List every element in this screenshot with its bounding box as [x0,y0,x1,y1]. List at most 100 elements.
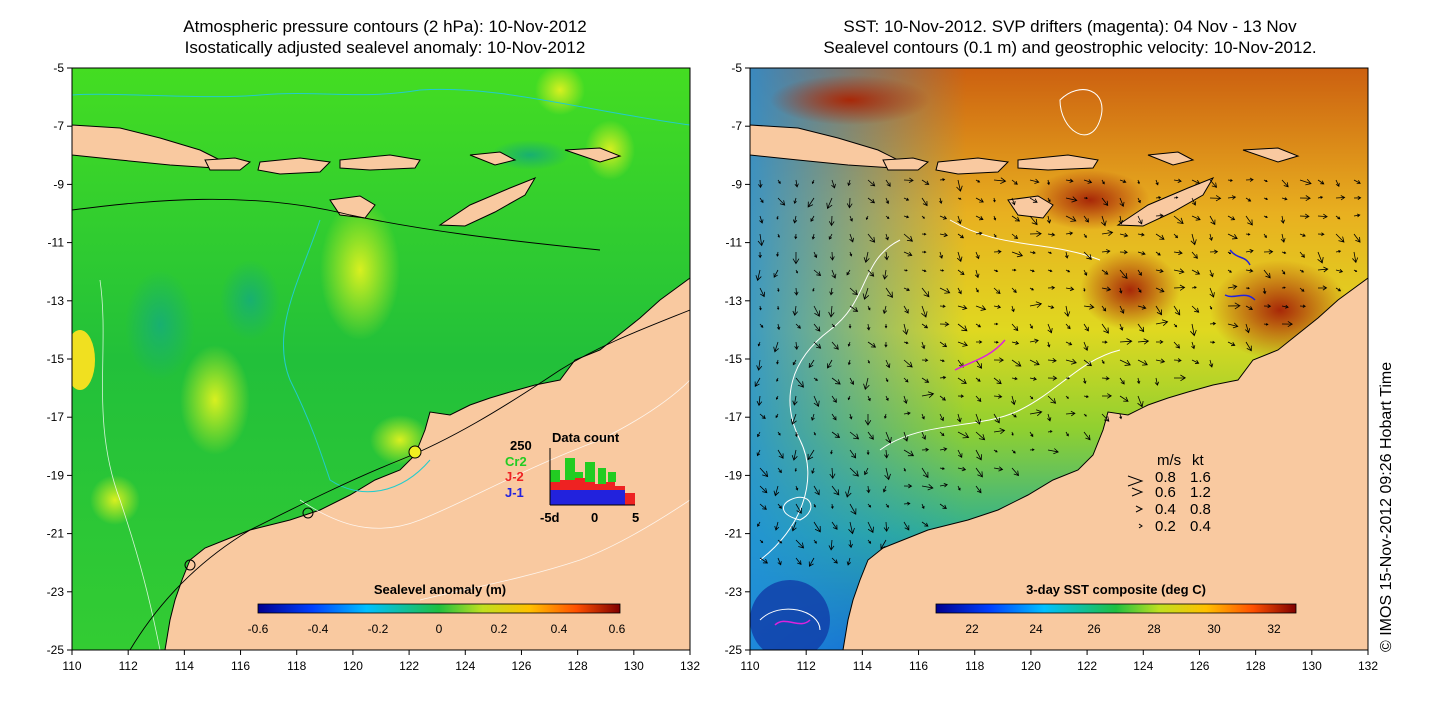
velocity-arrow [1083,359,1093,367]
velocity-arrow [974,269,980,279]
tide-gauge-marker [408,445,422,459]
velocity-arrow [1083,341,1089,352]
velocity-arrow [903,377,909,383]
velocity-arrow [813,521,821,533]
velocity-arrow [903,449,915,457]
velocity-arrow [993,466,1004,472]
velocity-arrow [884,251,889,261]
velocity-arrow [759,413,766,419]
velocity-arrow [776,215,779,220]
right-y-tick-label: -25 [725,643,743,657]
velocity-arrow [830,503,834,510]
velocity-arrow [993,304,1002,309]
velocity-arrow [1245,305,1253,311]
velocity-arrow [884,323,888,329]
velocity-arrow [903,341,909,345]
velocity-arrow [1263,269,1271,279]
velocity-arrow [849,251,853,257]
sla-tick: 0 [436,622,443,636]
left-title-line2: Isostatically adjusted sealevel anomaly:… [184,38,586,57]
velocity-arrow [1227,178,1233,182]
legend-row-kt: 0.8 [1190,501,1211,518]
velocity-arrow [1136,377,1141,385]
velocity-arrow [829,287,834,296]
velocity-arrow [1011,376,1018,381]
velocity-arrow [1029,431,1034,438]
velocity-arrow [1173,341,1181,349]
left-y-tick-label: -13 [47,294,65,308]
velocity-arrow [921,179,930,185]
velocity-arrow [1101,249,1111,254]
right-y-tick-label: -9 [731,177,742,191]
velocity-arrow [921,358,929,362]
velocity-arrow [975,395,982,403]
wetar-island-sst [1147,151,1195,166]
right-y-tick-label: -21 [725,527,743,541]
velocity-arrow [1190,323,1197,337]
velocity-arrow [794,179,799,188]
velocity-arrow [1155,358,1166,364]
velocity-arrow [1137,251,1146,256]
velocity-arrow [884,449,889,459]
velocity-arrow [885,395,889,402]
velocity-arrow [921,215,925,219]
velocity-arrow [1299,178,1312,186]
velocity-arrow [921,413,925,420]
velocity-arrow [807,449,815,461]
velocity-arrow [1280,215,1285,224]
velocity-arrow [921,521,929,527]
velocity-arrow [903,269,908,272]
velocity-arrow [939,395,946,401]
velocity-arrow [813,485,820,496]
velocity-arrow [1029,376,1037,381]
velocity-arrow [1119,232,1129,238]
velocity-arrow [957,341,968,347]
velocity-arrow [831,431,841,438]
sealevel-contours [759,89,1121,631]
velocity-arrow [1119,250,1128,255]
velocity-arrow [939,287,951,294]
velocity-arrow [1029,197,1038,203]
velocity-arrow [1137,287,1142,293]
velocity-arrow [921,269,927,273]
velocity-arrow [1227,341,1236,347]
velocity-arrow [754,377,761,388]
velocity-arrow [975,377,981,382]
velocity-arrow [1137,304,1147,310]
velocity-arrow [831,377,841,385]
velocity-arrow [1335,249,1342,253]
velocity-arrow [939,431,945,437]
velocity-arrow [1281,251,1287,254]
velocity-arrow [1065,286,1075,292]
velocity-arrow [1083,303,1095,310]
velocity-arrow [1191,305,1200,313]
velocity-arrow [757,431,761,438]
velocity-arrow [1119,269,1128,280]
velocity-arrow [773,269,779,278]
velocity-arrow [792,359,797,366]
right-panel-title: SST: 10-Nov-2012. SVP drifters (magenta)… [760,16,1380,58]
velocity-arrow [885,377,889,383]
velocity-arrow [848,539,853,549]
right-y-tick-label: -15 [725,352,743,366]
velocity-arrow [882,485,887,493]
velocity-arrow [759,197,764,204]
velocity-arrow [1101,179,1105,185]
velocity-arrow [811,467,815,474]
velocity-arrow [975,340,983,344]
velocity-arrow [777,449,784,459]
velocity-arrow [957,377,967,384]
left-x-tick-label: 116 [231,659,250,673]
velocity-arrow [1209,195,1222,202]
velocity-arrow [1173,358,1182,363]
left-x-tick-label: 122 [399,659,419,673]
velocity-arrow [826,359,833,369]
velocity-arrow [1065,231,1074,236]
velocity-arrow [1335,269,1344,273]
velocity-arrow [993,394,1003,399]
velocity-arrow [957,287,962,295]
velocity-arrow [1083,377,1087,385]
velocity-arrow [810,215,815,222]
legend-arrow [1127,475,1144,487]
right-y-tick-label: -7 [731,119,742,133]
